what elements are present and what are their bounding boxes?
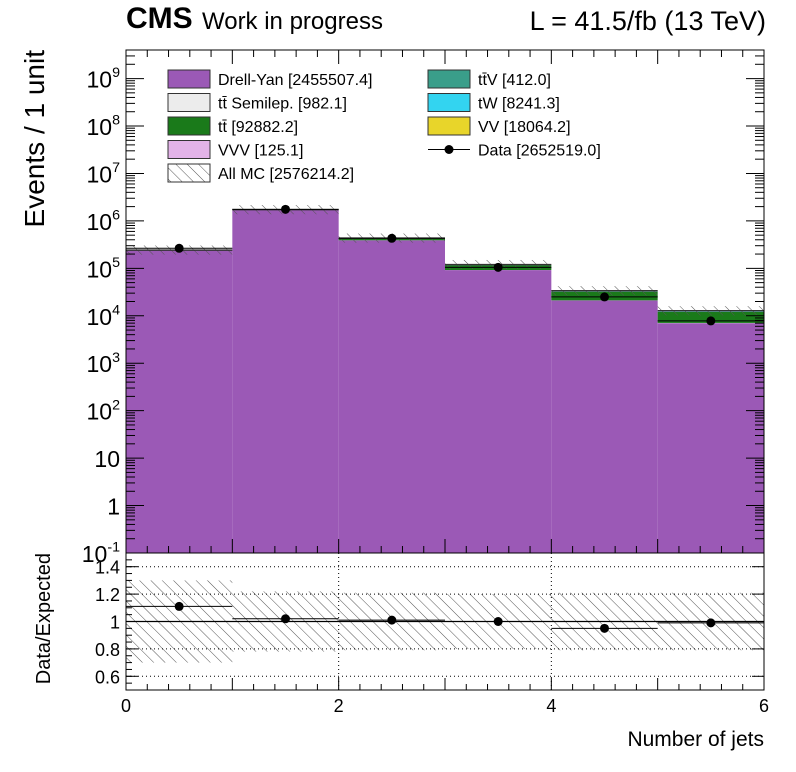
legend-label-8: Data [2652519.0] — [478, 143, 601, 160]
legend-label-6: tW [8241.3] — [478, 96, 560, 113]
legend-swatch-all-mc — [167, 163, 211, 183]
legend-data-marker — [444, 145, 454, 154]
y-tick-label: 108 — [86, 113, 120, 140]
y-tick-label: 104 — [86, 302, 120, 329]
bar-0-5 — [657, 323, 764, 553]
x-tick-label: 0 — [121, 696, 131, 716]
data-point-4 — [600, 292, 609, 302]
ratio-y-tick-label: 1 — [110, 613, 120, 633]
legend-swatch-3 — [167, 140, 211, 159]
x-tick-label: 4 — [546, 696, 556, 716]
main-plot: 10-1 1 10 102 103 104 105 106 107 108 109 Events / … — [19, 49, 765, 567]
y-tick-label: 106 — [86, 208, 120, 235]
legend-swatch-1 — [167, 93, 211, 112]
data-point-1 — [281, 204, 290, 214]
data-point-0 — [174, 243, 184, 253]
x-tick-label: 6 — [759, 696, 769, 716]
ratio-y-tick-label: 1.4 — [95, 558, 120, 578]
ratio-y-axis-label: Data/Expected — [33, 553, 55, 684]
ratio-y-tick-label: 0.8 — [95, 640, 120, 660]
x-axis-label: Number of jets — [627, 728, 764, 751]
ratio-y-tick-label: 1.2 — [95, 585, 120, 605]
y-tick-label: 10 — [94, 446, 120, 472]
y-tick-label: 105 — [86, 255, 120, 282]
legend-swatch-6 — [427, 93, 471, 112]
ratio-point-0 — [174, 601, 184, 611]
ratio-point-2 — [387, 615, 397, 625]
legend-label-5: tt̄V [412.0] — [478, 72, 551, 89]
ratio-plot: 0.6 0.8 1 1.2 1.4 0 2 4 6 Number of jets Data/Expe… — [33, 552, 769, 751]
ratio-point-5 — [706, 618, 716, 628]
y-tick-label: 102 — [86, 397, 120, 424]
luminosity-label: L = 41.5/fb (13 TeV) — [529, 6, 766, 36]
legend-label-7: VV [18064.2] — [478, 119, 571, 136]
bar-0-0 — [126, 250, 233, 553]
legend-swatch-0 — [167, 69, 211, 89]
x-tick-label: 2 — [334, 696, 344, 716]
y-tick-label: 10-1 — [82, 540, 120, 567]
ratio-point-3 — [493, 617, 503, 626]
status-label: Work in progress — [202, 8, 383, 35]
data-point-5 — [706, 316, 716, 326]
data-point-3 — [493, 262, 503, 272]
ratio-point-4 — [600, 623, 609, 633]
legend-label-0: Drell-Yan [2455507.4] — [218, 72, 372, 89]
ratio-y-tick-label: 0.6 — [95, 667, 120, 687]
experiment-label: CMS — [126, 2, 193, 35]
bar-0-4 — [551, 300, 658, 553]
legend-label-3: VVV [125.1] — [218, 143, 303, 160]
legend-label-4: All MC [2576214.2] — [218, 166, 354, 183]
data-point-2 — [387, 233, 397, 243]
legend: Drell-Yan [2455507.4] tt̄ Semilep. [982.1… — [167, 69, 601, 183]
y-tick-label: 103 — [86, 350, 120, 377]
y-tick-label: 107 — [86, 160, 120, 187]
y-axis-label: Events / 1 unit — [19, 50, 50, 228]
legend-swatch-2 — [167, 116, 211, 136]
bar-0-1 — [232, 209, 339, 553]
bar-0-3 — [445, 270, 552, 553]
legend-label-2: tt̄ [92882.2] — [218, 119, 298, 136]
legend-swatch-7 — [427, 116, 471, 136]
ratio-point-1 — [281, 614, 290, 624]
legend-label-1: tt̄ Semilep. [982.1] — [218, 96, 347, 113]
legend-swatch-5 — [427, 69, 471, 89]
bar-0-2 — [338, 240, 445, 554]
y-tick-label: 109 — [86, 65, 120, 92]
y-tick-label: 1 — [107, 494, 120, 520]
